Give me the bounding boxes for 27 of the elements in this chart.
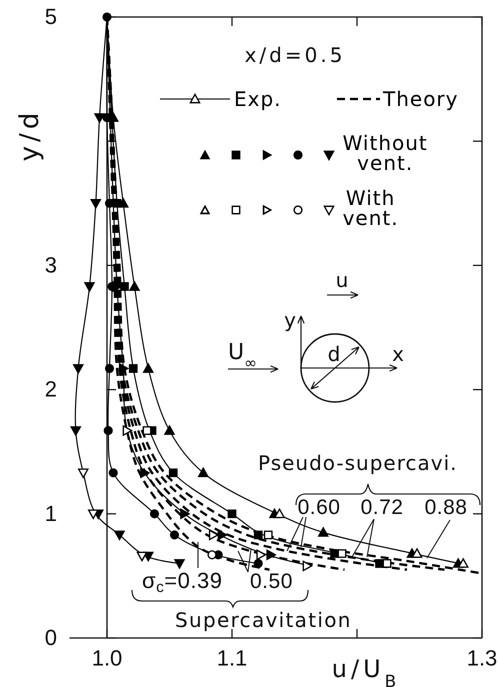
annotation: Supercavitation — [175, 608, 352, 632]
x-axis-title: u/U$_{B}$ — [332, 655, 400, 687]
annotation: U$_{∞}$ — [228, 340, 257, 372]
annotation: y — [284, 308, 296, 332]
annotation: σ$_{c}$=0.39 — [142, 568, 222, 596]
y-tick-label: 0 — [44, 625, 57, 650]
y-tick-label: 2 — [44, 376, 57, 402]
y-axis-title: y/d — [15, 108, 45, 162]
x-tick-label: 1.3 — [466, 646, 498, 671]
x-tick-label: 1.1 — [216, 646, 248, 671]
y-tick-label: 1 — [44, 500, 57, 526]
x-tick-label: 1.0 — [92, 646, 122, 671]
y-tick-label: 5 — [44, 4, 57, 30]
legend-label: Theory — [382, 87, 458, 111]
annotation: 0.50 — [250, 570, 293, 593]
annotation: 0.72 — [360, 496, 404, 519]
legend-label: With vent. — [342, 186, 399, 230]
legend-label: Exp. — [234, 87, 282, 111]
annotation: x/d=0.5 — [244, 43, 346, 67]
legend-label: Without vent. — [342, 131, 428, 175]
y-tick-label: 3 — [44, 252, 57, 278]
annotation: Pseudo-supercavi. — [258, 451, 458, 475]
annotation: x — [392, 342, 404, 366]
annotation: d — [328, 342, 340, 366]
annotation: u — [336, 268, 348, 292]
annotation: 0.88 — [424, 496, 468, 519]
annotation: 0.60 — [298, 496, 340, 519]
